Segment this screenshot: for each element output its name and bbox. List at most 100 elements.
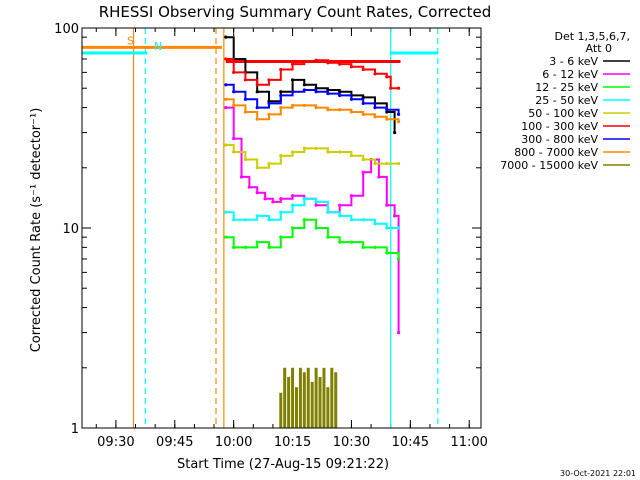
series-point xyxy=(267,112,271,116)
series-point xyxy=(232,245,236,249)
series-point xyxy=(326,210,330,214)
series-point xyxy=(385,203,389,207)
series-point xyxy=(326,91,330,96)
series-point xyxy=(279,105,283,110)
series-point xyxy=(279,90,283,94)
x-tick-label: 10:15 xyxy=(274,435,311,450)
series-point xyxy=(290,203,295,207)
series-point xyxy=(290,103,295,108)
series-point xyxy=(232,90,236,94)
series-point xyxy=(243,218,248,222)
series-point xyxy=(224,83,228,87)
series-point xyxy=(338,90,342,94)
x-tick-label: 09:30 xyxy=(97,435,134,450)
series-point xyxy=(302,83,306,87)
series-point xyxy=(243,110,248,114)
series-point xyxy=(279,67,283,72)
series-point xyxy=(396,161,401,166)
y-axis-label: Corrected Count Rate (s⁻¹ detector⁻¹) xyxy=(29,108,44,353)
series-point xyxy=(314,200,318,204)
series-point xyxy=(377,175,381,179)
series-point xyxy=(338,203,342,207)
series-point xyxy=(385,108,389,112)
x-tick-label: 10:30 xyxy=(333,435,370,450)
series-point xyxy=(361,245,365,249)
series-point xyxy=(385,226,389,230)
y-tick-label: 1 xyxy=(71,422,79,437)
series-point xyxy=(373,72,377,76)
series-point xyxy=(349,154,354,158)
series-point xyxy=(279,197,283,201)
y-tick-label: 100 xyxy=(54,22,79,37)
series-point xyxy=(396,120,401,124)
series-point xyxy=(232,136,236,141)
series-point xyxy=(243,97,248,101)
series-point xyxy=(373,245,377,249)
series-point xyxy=(326,88,330,92)
series-point xyxy=(393,130,397,135)
series-point xyxy=(361,170,365,174)
series-point xyxy=(396,112,401,116)
series-point xyxy=(232,70,236,74)
series-point xyxy=(224,57,228,61)
series-point xyxy=(338,240,342,244)
series-point xyxy=(314,90,318,94)
legend-entry-label: 300 - 800 keV xyxy=(521,133,598,146)
series-line xyxy=(225,83,400,115)
series-point xyxy=(314,203,318,207)
series-point xyxy=(224,235,228,239)
series-point xyxy=(290,78,295,82)
series-point xyxy=(255,191,259,195)
series-point xyxy=(314,146,318,151)
series-point xyxy=(302,59,306,64)
series-point xyxy=(243,157,248,162)
series-point xyxy=(263,197,267,201)
flag-label: S xyxy=(127,34,134,47)
legend-header-line-1: Det 1,3,5,6,7, xyxy=(554,30,630,43)
series-point xyxy=(247,185,251,189)
series-point xyxy=(224,97,228,101)
series-point xyxy=(389,86,393,90)
series-point xyxy=(361,218,365,222)
chart-title: RHESSI Observing Summary Count Rates, Co… xyxy=(99,3,492,21)
legend-header-line-2: Att 0 xyxy=(586,42,612,55)
series-point xyxy=(314,105,318,110)
series-point xyxy=(385,251,389,255)
series-point xyxy=(279,154,283,158)
series-point xyxy=(361,95,365,99)
series-point xyxy=(224,105,228,110)
x-tick-label: 10:00 xyxy=(215,435,252,450)
series-point xyxy=(267,245,271,249)
series-line xyxy=(225,218,400,259)
series-point xyxy=(255,105,259,110)
series-point xyxy=(290,226,295,230)
series-point xyxy=(373,161,377,166)
series-point xyxy=(290,62,295,66)
series-point xyxy=(349,65,354,69)
series-point xyxy=(393,214,397,218)
series-point xyxy=(302,146,306,151)
series-point xyxy=(279,210,283,214)
series-point xyxy=(338,62,342,66)
series-point xyxy=(255,83,259,87)
legend-entry-label: 6 - 12 keV xyxy=(542,68,598,81)
series-point xyxy=(385,161,389,166)
series-point xyxy=(243,245,248,249)
legend-entry-label: 3 - 6 keV xyxy=(549,55,598,68)
series-point xyxy=(232,150,236,154)
series-line xyxy=(225,197,399,229)
series-point xyxy=(239,175,244,179)
series-point xyxy=(232,103,236,108)
series-point xyxy=(271,200,275,204)
series-point xyxy=(326,61,330,65)
series-point xyxy=(290,194,295,198)
flag-label: N xyxy=(154,40,162,53)
series-point xyxy=(290,150,295,154)
series-point xyxy=(326,150,330,154)
series-point xyxy=(255,117,259,121)
legend-entry-label: 12 - 25 keV xyxy=(535,81,598,94)
series-point xyxy=(255,240,259,244)
plot-frame xyxy=(81,27,482,429)
